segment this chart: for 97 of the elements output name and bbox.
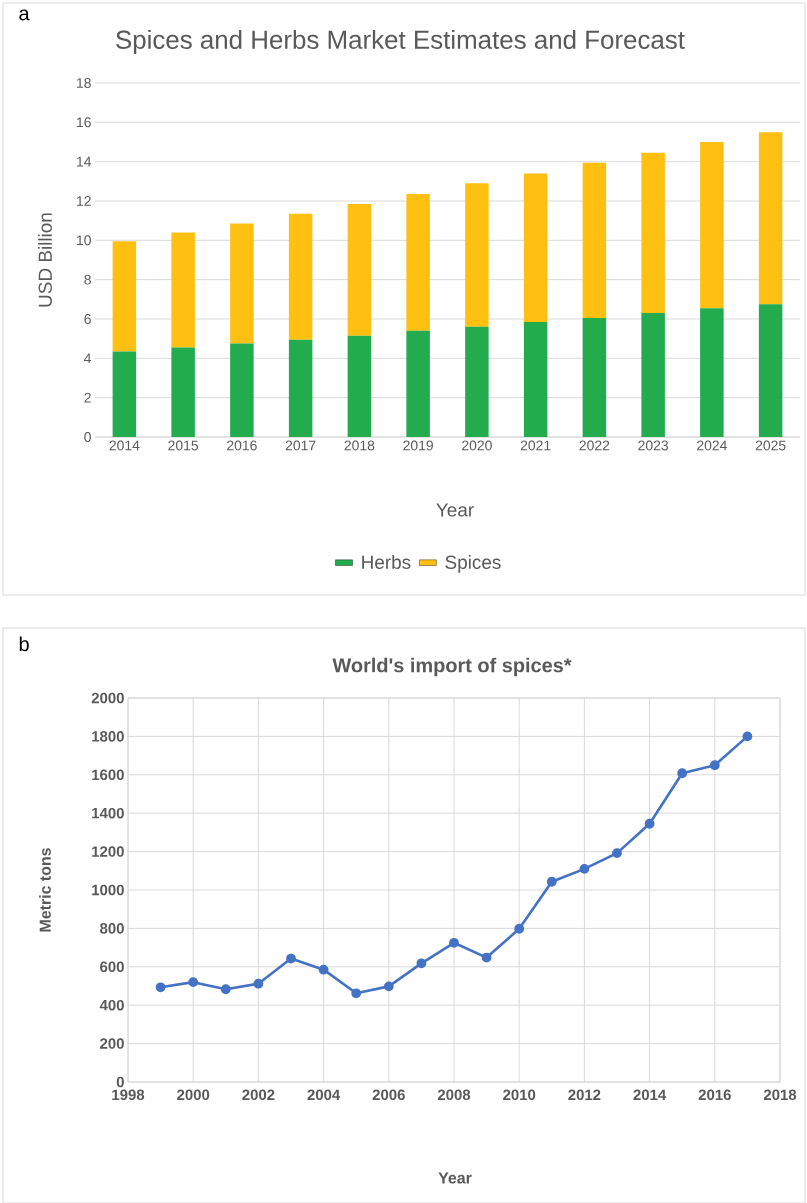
- y-tick-label: 1200: [92, 846, 124, 857]
- y-tick-label: 2000: [91, 692, 124, 704]
- bar: [523, 321, 548, 437]
- x-tick-label: 2002: [242, 1089, 275, 1101]
- text: a: [19, 9, 30, 21]
- x-tick-label: 2008: [437, 1089, 471, 1101]
- y-tick-label: 200: [100, 1038, 124, 1049]
- x-tick-label: 2023: [638, 440, 669, 451]
- bar: [288, 213, 313, 340]
- x-tick-label: 2020: [462, 440, 492, 451]
- point: [155, 982, 166, 993]
- y-tick-label: 0: [116, 1076, 124, 1088]
- bar: [582, 162, 607, 318]
- x-tick-label: 2004: [307, 1089, 341, 1101]
- x-tick-label: 2014: [109, 440, 140, 451]
- chart-title: World's import of spices*: [332, 657, 572, 677]
- y-tick-label: 1600: [92, 769, 124, 781]
- bar: [406, 330, 430, 437]
- y-tick-label: 16: [77, 117, 91, 128]
- y-tick-label: 4: [84, 353, 92, 364]
- point: [383, 981, 394, 992]
- point: [546, 876, 557, 887]
- x-tick-label: 1998: [112, 1089, 145, 1101]
- bar: [230, 223, 254, 344]
- y-tick-label: 1400: [92, 807, 124, 819]
- point: [220, 984, 231, 995]
- point: [579, 863, 590, 874]
- y-tick-label: 600: [100, 961, 124, 973]
- y-tick-label: 1000: [92, 884, 124, 896]
- bar: [465, 183, 489, 327]
- y-tick-label: 800: [100, 923, 124, 934]
- point: [612, 848, 622, 859]
- x-tick-label: 2012: [568, 1089, 601, 1101]
- point: [644, 818, 655, 829]
- y-tick-label: 0: [84, 432, 91, 442]
- point: [253, 978, 264, 989]
- x-tick-label: 2018: [344, 440, 375, 451]
- y-tick-label: 400: [99, 999, 124, 1011]
- x-tick-label: 2016: [698, 1089, 731, 1101]
- point: [188, 977, 199, 988]
- x-tick-label: 2025: [755, 440, 786, 451]
- bar: [112, 241, 137, 352]
- bar: [582, 318, 607, 437]
- y-tick-label: 6: [84, 314, 91, 324]
- x-tick-label: 2016: [227, 440, 257, 451]
- bar: [230, 343, 254, 437]
- bar: [171, 347, 195, 437]
- bar: [523, 173, 548, 322]
- x-tick-label: 2022: [579, 440, 610, 451]
- chart-title: Spices and Herbs Market Estimates and Forecast: [116, 29, 685, 55]
- x-tick-label: 2006: [372, 1089, 405, 1101]
- x-tick-label: 2018: [763, 1089, 797, 1101]
- x-axis-title: Year: [438, 1172, 472, 1184]
- x-axis-title: Year: [436, 503, 474, 517]
- point: [481, 952, 492, 963]
- x-tick-label: 2000: [177, 1089, 210, 1101]
- x-tick-label: 2021: [520, 440, 551, 451]
- point: [416, 958, 427, 969]
- point: [449, 937, 459, 948]
- y-tick-label: 18: [77, 78, 91, 88]
- bar: [347, 335, 372, 437]
- x-tick-label: 2015: [168, 440, 199, 451]
- x-tick-label: 2010: [503, 1089, 536, 1101]
- y-axis-title: USD Billion: [38, 213, 52, 307]
- y-tick-label: 14: [77, 156, 92, 167]
- point: [286, 953, 296, 964]
- point: [709, 760, 720, 771]
- bar: [758, 304, 783, 437]
- bar: [288, 339, 313, 437]
- text: b: [19, 636, 29, 652]
- point: [514, 923, 525, 934]
- y-tick-label: 2: [84, 392, 91, 403]
- y-tick-label: 10: [77, 235, 91, 246]
- y-tick-label: 12: [77, 196, 91, 206]
- y-axis-title: Metric tons: [39, 848, 51, 932]
- bar: [758, 132, 783, 305]
- bar: [641, 152, 665, 314]
- x-tick-label: 2024: [697, 440, 727, 451]
- point: [742, 731, 753, 742]
- point: [318, 964, 329, 975]
- point: [677, 768, 688, 779]
- bar: [641, 313, 665, 437]
- bar: [406, 194, 430, 331]
- legend-label: Herbs: [362, 555, 411, 569]
- bar: [700, 141, 724, 309]
- x-tick-label: 2019: [403, 440, 433, 451]
- y-tick-label: 1800: [92, 731, 124, 742]
- x-tick-label: 2017: [285, 440, 316, 451]
- y-tick-label: 8: [84, 274, 91, 285]
- x-tick-label: 2014: [633, 1089, 667, 1101]
- point: [351, 988, 362, 999]
- bar: [112, 351, 137, 437]
- legend-label: Spices: [445, 555, 501, 573]
- bar: [465, 326, 489, 437]
- bar: [700, 308, 724, 437]
- bar: [171, 232, 195, 348]
- bar: [347, 203, 372, 336]
